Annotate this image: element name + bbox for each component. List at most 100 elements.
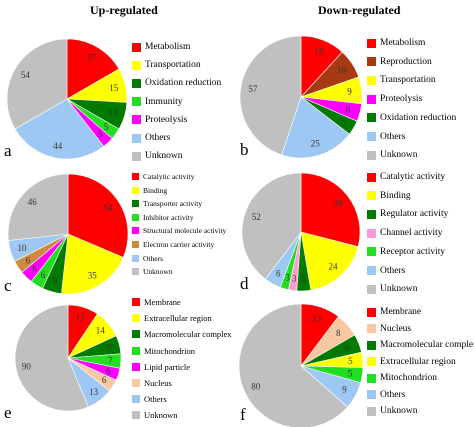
legend-item: Unknown — [367, 150, 417, 160]
legend-label: Receptor activity — [380, 246, 446, 257]
slice-value-label: 15 — [109, 83, 119, 93]
slice-value-label: 6 — [106, 366, 111, 376]
legend-item: Reproduction — [367, 57, 432, 67]
legend-label: Others — [380, 265, 406, 276]
legend-swatch — [132, 298, 140, 306]
slice-value-label: 9 — [347, 87, 352, 97]
legend-label: Unknown — [380, 284, 418, 295]
slice-value-label: 6 — [41, 270, 46, 280]
panel-letter-d: d — [240, 274, 249, 293]
slice-value-label: 5 — [301, 274, 306, 284]
legend-label: Unknown — [380, 406, 418, 416]
legend-item: Membrane — [367, 307, 421, 317]
legend-item: Unknown — [132, 267, 173, 276]
legend-swatch — [132, 133, 141, 143]
legend-item: Metabolism — [132, 42, 190, 52]
legend-swatch — [132, 151, 141, 161]
panel-letter-e: e — [4, 403, 12, 422]
column-title-up-regulated: Up-regulated — [90, 3, 158, 17]
panel-letter-c: c — [4, 276, 12, 295]
legend-swatch — [367, 357, 376, 366]
legend-label: Oxidation reduction — [380, 112, 457, 123]
slice-value-label: 12 — [108, 108, 117, 118]
slice-value-label: 5 — [348, 368, 353, 378]
legend-label: Others — [380, 131, 406, 142]
legend-swatch — [367, 390, 376, 399]
slice-value-label: 7 — [108, 355, 113, 365]
slice-value-label: 15 — [76, 312, 86, 322]
legend-swatch — [132, 200, 139, 208]
pie-slice-b-others — [281, 96, 350, 159]
slice-value-label: 35 — [88, 270, 98, 280]
legend-swatch — [132, 362, 140, 371]
legend-swatch — [132, 314, 140, 323]
legend-item: Binding — [132, 186, 167, 195]
legend-label: Channel activity — [380, 228, 443, 239]
legend-swatch — [132, 173, 139, 180]
legend-label: Extracellular region — [144, 313, 212, 324]
legend-label: Others — [145, 133, 171, 143]
legend-item: Proteolysis — [132, 115, 187, 125]
legend-label: Metabolism — [145, 42, 191, 52]
legend-item: Structural molecule activity — [132, 226, 226, 235]
legend-label: Nucleus — [380, 323, 412, 334]
legend-swatch — [132, 241, 139, 248]
pie-slice-a-others — [14, 98, 105, 160]
legend-item: Inhibitor activity — [132, 213, 194, 222]
legend-label: Macromolecular complex — [380, 340, 474, 350]
legend-swatch — [367, 132, 376, 141]
legend-label: Catalytic activity — [380, 172, 446, 182]
legend-item: Metabolism — [367, 38, 425, 48]
legend-swatch — [132, 78, 141, 88]
pie-slice-d-unknown — [241, 172, 302, 280]
legend-label: Reproduction — [380, 56, 432, 67]
legend-swatch — [367, 150, 376, 160]
slice-value-label: 5 — [341, 117, 346, 127]
legend-swatch — [367, 172, 376, 182]
legend-label: Extracellular region — [380, 356, 456, 367]
legend-swatch — [367, 406, 376, 416]
slice-value-label: 27 — [87, 52, 97, 62]
slice-value-label: 13 — [312, 314, 322, 324]
slice-value-label: 80 — [251, 381, 261, 391]
slice-value-label: 24 — [328, 262, 338, 272]
legend-label: Others — [143, 253, 163, 263]
legend-label: Transportation — [380, 75, 436, 86]
legend-label: Lipid particle — [144, 361, 191, 372]
column-title-down-regulated: Down-regulated — [318, 3, 401, 17]
slice-value-label: 54 — [21, 70, 31, 80]
slice-value-label: 5 — [104, 122, 109, 132]
legend-label: Binding — [143, 185, 168, 195]
legend-label: Proteolysis — [145, 114, 188, 125]
pie-chart-b: 15 10 9 65 25 57 — [239, 35, 363, 159]
legend-label: Metabolism — [380, 38, 426, 48]
legend-label: Immunity — [145, 96, 183, 107]
legend-label: Others — [380, 389, 406, 400]
legend-swatch — [132, 379, 140, 387]
legend-swatch — [367, 340, 376, 350]
legend-item: Transporter activity — [132, 199, 202, 208]
legend-item: Nucleus — [367, 324, 411, 334]
legend-label: Mitochondrion — [380, 373, 437, 383]
legend-swatch — [132, 227, 139, 235]
panel-letter-a: a — [4, 141, 12, 160]
slice-value-label: 9 — [53, 275, 58, 285]
legend-label: Binding — [380, 190, 411, 201]
legend-item: Macromolecular complex — [132, 329, 232, 339]
legend-label: Membrane — [380, 307, 422, 317]
legend-swatch — [367, 191, 376, 201]
pie-slice-d-catalytic-activity — [300, 172, 361, 248]
slice-value-label: 14 — [96, 325, 106, 335]
pie-slice-c-binding — [61, 233, 124, 295]
legend-swatch — [132, 115, 141, 125]
legend-item: Macromolecular complex — [367, 340, 474, 350]
legend-swatch — [367, 247, 376, 257]
legend-item: Others — [132, 254, 163, 263]
legend-swatch — [132, 330, 140, 339]
legend-swatch — [132, 254, 139, 262]
legend-swatch — [367, 38, 376, 48]
legend-swatch — [132, 411, 140, 420]
